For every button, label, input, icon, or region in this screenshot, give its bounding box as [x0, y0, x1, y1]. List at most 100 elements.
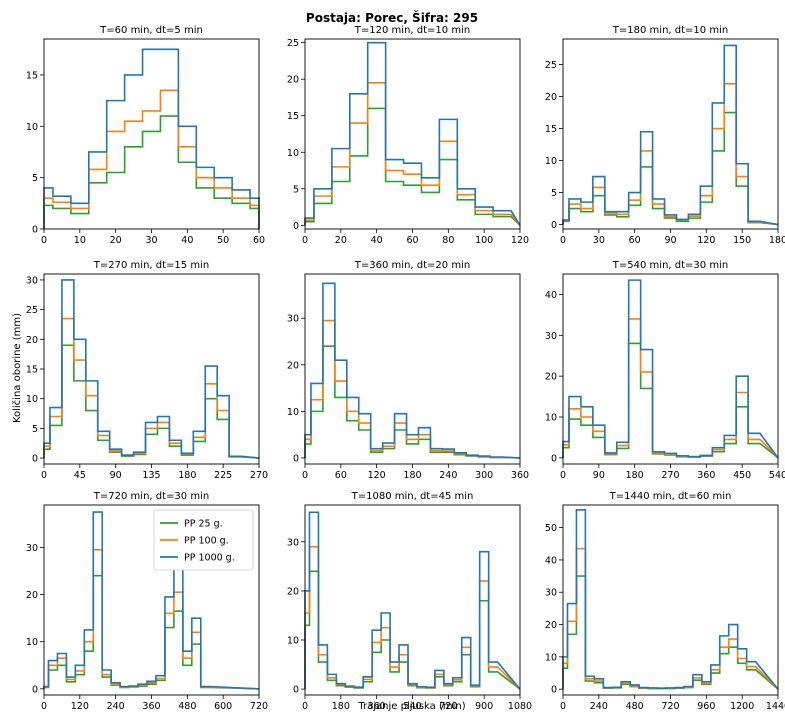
x-tick-label: 20 — [110, 235, 122, 246]
x-tick-label: 60 — [253, 235, 265, 246]
x-tick-label: 360 — [142, 701, 160, 712]
series-line-pp100 — [43, 89, 260, 229]
y-tick-label: 0 — [551, 685, 557, 696]
x-tick-label: 225 — [214, 470, 232, 481]
y-tick-label: 15 — [26, 365, 38, 376]
y-tick-label: 30 — [287, 314, 299, 325]
panel-title: T=180 min, dt=10 min — [612, 25, 728, 36]
x-tick-label: 960 — [697, 701, 715, 712]
y-tick-label: 0 — [293, 453, 299, 464]
x-tick-label: 20 — [335, 235, 347, 246]
x-tick-label: 180 — [403, 470, 421, 481]
x-tick-label: 300 — [475, 470, 493, 481]
x-tick-label: 360 — [511, 470, 529, 481]
y-tick-label: 0 — [551, 453, 557, 464]
x-tick-label: 80 — [442, 235, 454, 246]
x-tick-label: 900 — [475, 701, 493, 712]
y-tick-label: 0 — [32, 225, 38, 236]
panel-title: T=1440 min, dt=60 min — [609, 491, 732, 502]
x-tick-label: 720 — [439, 701, 457, 712]
y-tick-label: 0 — [293, 221, 299, 232]
series-line-pp100 — [304, 82, 521, 226]
x-tick-label: 90 — [593, 470, 605, 481]
y-tick-label: 10 — [287, 407, 299, 418]
x-tick-label: 720 — [250, 701, 268, 712]
y-tick-label: 20 — [287, 75, 299, 86]
legend-label-pp1000: PP 1000 g. — [184, 553, 235, 564]
y-tick-label: 10 — [26, 637, 38, 648]
panel-2: T=120 min, dt=10 min 0 20 40 60 80 100 120 0 5 10 1… — [287, 25, 529, 246]
panel-title: T=540 min, dt=30 min — [612, 260, 728, 271]
x-tick-label: 30 — [593, 235, 605, 246]
panel-5: T=360 min, dt=20 min 0 60 120 180 240 300 360 0 1… — [287, 260, 529, 481]
panel-title: T=720 min, dt=30 min — [93, 491, 209, 502]
panel-1: T=60 min, dt=5 min 0 10 20 30 40 50 60 0 5 10 15 — [26, 25, 265, 246]
y-tick-label: 20 — [26, 335, 38, 346]
series-line-pp1000 — [562, 509, 779, 690]
y-tick-label: 10 — [287, 148, 299, 159]
y-tick-label: 40 — [545, 555, 557, 566]
x-tick-label: 720 — [661, 701, 679, 712]
y-tick-label: 20 — [545, 620, 557, 631]
x-tick-label: 270 — [661, 470, 679, 481]
series-line-pp25 — [562, 342, 779, 459]
x-tick-label: 180 — [178, 470, 196, 481]
x-tick-label: 240 — [439, 470, 457, 481]
series-line-pp1000 — [43, 511, 260, 690]
series-line-pp1000 — [562, 279, 779, 459]
x-tick-label: 1080 — [508, 701, 532, 712]
x-tick-label: 45 — [74, 470, 86, 481]
series-line-pp1000 — [304, 282, 521, 459]
y-tick-label: 30 — [545, 331, 557, 342]
y-tick-label: 25 — [26, 305, 38, 316]
series-line-pp1000 — [304, 511, 521, 690]
panel-title: T=360 min, dt=20 min — [354, 260, 470, 271]
x-tick-label: 480 — [178, 701, 196, 712]
x-tick-label: 540 — [769, 470, 785, 481]
y-tick-label: 20 — [26, 590, 38, 601]
x-tick-label: 0 — [560, 701, 566, 712]
x-tick-label: 240 — [107, 701, 125, 712]
series-line-pp1000 — [43, 279, 260, 459]
y-tick-label: 10 — [26, 394, 38, 405]
x-tick-label: 120 — [368, 470, 386, 481]
x-tick-label: 120 — [697, 235, 715, 246]
y-tick-label: 0 — [32, 684, 38, 695]
y-tick-label: 20 — [287, 360, 299, 371]
y-tick-label: 5 — [32, 173, 38, 184]
x-tick-label: 180 — [769, 235, 785, 246]
series-line-pp1000 — [43, 48, 260, 229]
x-tick-label: 180 — [626, 470, 644, 481]
legend: PP 25 g. PP 100 g. PP 1000 g. — [153, 509, 254, 571]
x-tick-label: 100 — [475, 235, 493, 246]
y-tick-label: 20 — [545, 372, 557, 383]
panel-title: T=120 min, dt=10 min — [354, 25, 470, 36]
panel-8: T=1080 min, dt=45 min 0 180 360 540 720 900 108… — [287, 491, 532, 712]
x-tick-label: 40 — [181, 235, 193, 246]
y-tick-label: 10 — [545, 156, 557, 167]
legend-box — [153, 509, 254, 571]
x-tick-label: 30 — [145, 235, 157, 246]
panel-4: T=270 min, dt=15 min 0 45 90 135 180 225 270 0 5 1… — [26, 260, 268, 481]
series-line-pp25 — [562, 111, 779, 226]
x-tick-label: 360 — [368, 701, 386, 712]
panel-3: T=180 min, dt=10 min 0 30 60 90 120 150 180 0 5 10… — [545, 25, 785, 246]
x-tick-label: 1440 — [766, 701, 785, 712]
x-tick-label: 0 — [302, 470, 308, 481]
y-tick-label: 15 — [287, 111, 299, 122]
x-tick-label: 0 — [41, 470, 47, 481]
x-tick-label: 0 — [560, 470, 566, 481]
y-tick-label: 0 — [293, 685, 299, 696]
y-tick-label: 30 — [545, 588, 557, 599]
y-tick-label: 30 — [26, 543, 38, 554]
x-tick-label: 90 — [110, 470, 122, 481]
x-tick-label: 540 — [403, 701, 421, 712]
panel-9: T=1440 min, dt=60 min 0 240 480 720 960 1200 14… — [545, 491, 785, 712]
x-tick-label: 0 — [560, 235, 566, 246]
figure-title: Postaja: Porec, Šifra: 295 — [306, 10, 478, 25]
panel-7: T=720 min, dt=30 min 0 120 240 360 480 600 720 0… — [26, 491, 268, 712]
series-line-pp1000 — [304, 41, 521, 226]
x-tick-label: 40 — [371, 235, 383, 246]
y-tick-label: 50 — [545, 523, 557, 534]
